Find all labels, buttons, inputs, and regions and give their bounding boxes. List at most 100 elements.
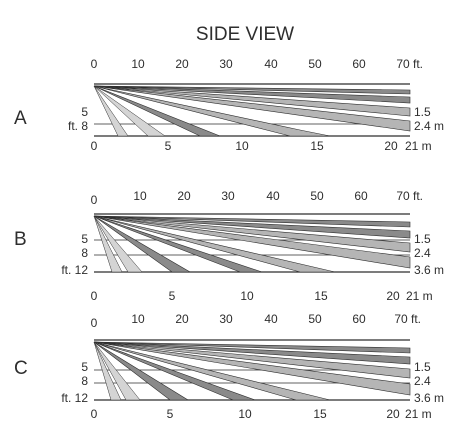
height-label-m-a-1: 1.5 — [414, 105, 431, 119]
height-label-m-b-1: 1.5 — [414, 232, 431, 246]
beam-b-1 — [93, 215, 411, 228]
height-labels-ft-b: 5 8 ft. 12 — [61, 232, 88, 277]
bottom-tick-a-1: 5 — [165, 139, 172, 153]
bottom-tick-c-3: 15 — [313, 407, 327, 421]
top-tick-b-3: 30 — [221, 189, 235, 203]
panel-label-a: A — [14, 108, 27, 129]
beam-b-3 — [93, 215, 411, 253]
height-label-ft-c-5: 5 — [81, 360, 88, 374]
beam-b-8 — [93, 215, 143, 273]
top-tick-a-5: 50 — [308, 57, 322, 71]
height-label-ft-a-5: 5 — [81, 105, 88, 119]
top-tick-b-5: 50 — [310, 189, 324, 203]
bottom-tick-c-4: 20 — [386, 407, 400, 421]
beam-a-4 — [93, 85, 411, 132]
top-tick-a-7: 70 — [396, 57, 410, 71]
beam-c-8 — [93, 341, 141, 401]
bottom-tick-c-2: 10 — [238, 407, 252, 421]
bottom-unit-b: 21 m — [406, 289, 433, 303]
bottom-tick-a-4: 20 — [384, 139, 398, 153]
top-tick-b-4: 40 — [266, 189, 280, 203]
beam-a-7 — [93, 85, 166, 137]
top-tick-c-1: 10 — [131, 312, 145, 326]
top-tick-a-3: 30 — [219, 57, 233, 71]
height-labels-m-c: 1.5 2.4 3.6 m — [414, 360, 444, 405]
bottom-tick-c-1: 5 — [167, 407, 174, 421]
bottom-tick-a-3: 15 — [310, 139, 324, 153]
beam-a-8 — [93, 85, 129, 137]
beam-c-6 — [93, 341, 256, 401]
beam-a-1 — [93, 85, 411, 95]
beam-a-2 — [93, 85, 411, 104]
beam-a-5 — [93, 85, 331, 137]
height-label-ft-c-12: ft. 12 — [61, 391, 88, 405]
bottom-tick-b-0: 0 — [91, 289, 98, 303]
top-scale-c: 0 10 20 30 40 50 60 70 ft. — [91, 312, 421, 330]
bottom-unit-a: 21 m — [405, 139, 432, 153]
height-label-ft-a-8: ft. 8 — [68, 119, 88, 133]
beam-c-7 — [93, 341, 190, 401]
top-tick-a-4: 40 — [264, 57, 278, 71]
bottom-tick-b-3: 15 — [314, 289, 328, 303]
bottom-unit-c: 21 m — [405, 407, 432, 421]
detection-zones-b — [93, 215, 411, 273]
beam-c-2 — [93, 341, 411, 365]
top-tick-c-7: 70 — [394, 312, 408, 326]
beam-b-6 — [93, 215, 263, 273]
height-label-m-b-2: 2.4 — [414, 246, 431, 260]
bottom-scale-c: 0 5 10 15 20 21 m — [91, 407, 432, 421]
panel-c: C 0 10 20 30 40 50 60 70 ft. 5 8 ft. 12 … — [14, 312, 444, 421]
top-scale-a: 0 10 20 30 40 50 60 70 ft. — [91, 57, 423, 71]
detection-zones-a — [93, 85, 411, 137]
top-unit-b: ft. — [413, 189, 423, 203]
beam-c-3 — [93, 341, 411, 379]
top-tick-a-0: 0 — [91, 57, 98, 71]
top-tick-c-5: 50 — [308, 312, 322, 326]
top-unit-c: ft. — [411, 312, 421, 326]
diagram-title: SIDE VIEW — [196, 24, 294, 45]
top-tick-b-7: 70 — [396, 189, 410, 203]
top-tick-c-3: 30 — [219, 312, 233, 326]
top-tick-c-0: 0 — [91, 316, 98, 330]
detection-zones-c — [93, 341, 411, 401]
top-tick-a-2: 20 — [175, 57, 189, 71]
height-label-ft-b-12: ft. 12 — [61, 263, 88, 277]
beam-a-6 — [93, 85, 221, 137]
top-unit-a: ft. — [413, 57, 423, 71]
bottom-tick-c-0: 0 — [91, 407, 98, 421]
bottom-scale-b: 0 5 10 15 20 21 m — [91, 289, 433, 303]
beam-b-7 — [93, 215, 192, 273]
height-label-m-b-3: 3.6 m — [414, 263, 444, 277]
beam-c-1 — [93, 341, 411, 354]
top-tick-a-6: 60 — [352, 57, 366, 71]
height-labels-ft-a: 5 ft. 8 — [68, 105, 88, 133]
top-tick-b-0: 0 — [91, 193, 98, 207]
height-label-ft-c-8: 8 — [81, 374, 88, 388]
top-tick-b-1: 10 — [133, 189, 147, 203]
height-label-m-c-3: 3.6 m — [414, 391, 444, 405]
top-tick-c-4: 40 — [264, 312, 278, 326]
bottom-scale-a: 0 5 10 15 20 21 m — [91, 139, 432, 153]
top-tick-a-1: 10 — [131, 57, 145, 71]
height-label-m-a-2: 2.4 m — [414, 119, 444, 133]
height-label-m-c-1: 1.5 — [414, 360, 431, 374]
beam-c-9 — [93, 341, 122, 401]
panel-label-c: C — [14, 358, 28, 379]
top-tick-c-2: 20 — [175, 312, 189, 326]
bottom-tick-b-1: 5 — [169, 289, 176, 303]
beam-b-9 — [93, 215, 123, 273]
beam-c-5 — [93, 341, 331, 401]
bottom-tick-b-4: 20 — [386, 289, 400, 303]
panel-a: A 0 10 20 30 40 50 60 70 ft. 5 ft. 8 1.5… — [14, 57, 444, 153]
beam-b-4 — [93, 215, 411, 269]
top-tick-c-6: 60 — [352, 312, 366, 326]
bottom-tick-a-0: 0 — [91, 139, 98, 153]
height-labels-ft-c: 5 8 ft. 12 — [61, 360, 88, 405]
height-labels-m-b: 1.5 2.4 3.6 m — [414, 232, 444, 277]
height-labels-m-a: 1.5 2.4 m — [414, 105, 444, 133]
top-scale-b: 0 10 20 30 40 50 60 70 ft. — [91, 189, 423, 207]
bottom-tick-b-2: 10 — [240, 289, 254, 303]
top-tick-b-6: 60 — [354, 189, 368, 203]
height-label-ft-b-5: 5 — [81, 232, 88, 246]
